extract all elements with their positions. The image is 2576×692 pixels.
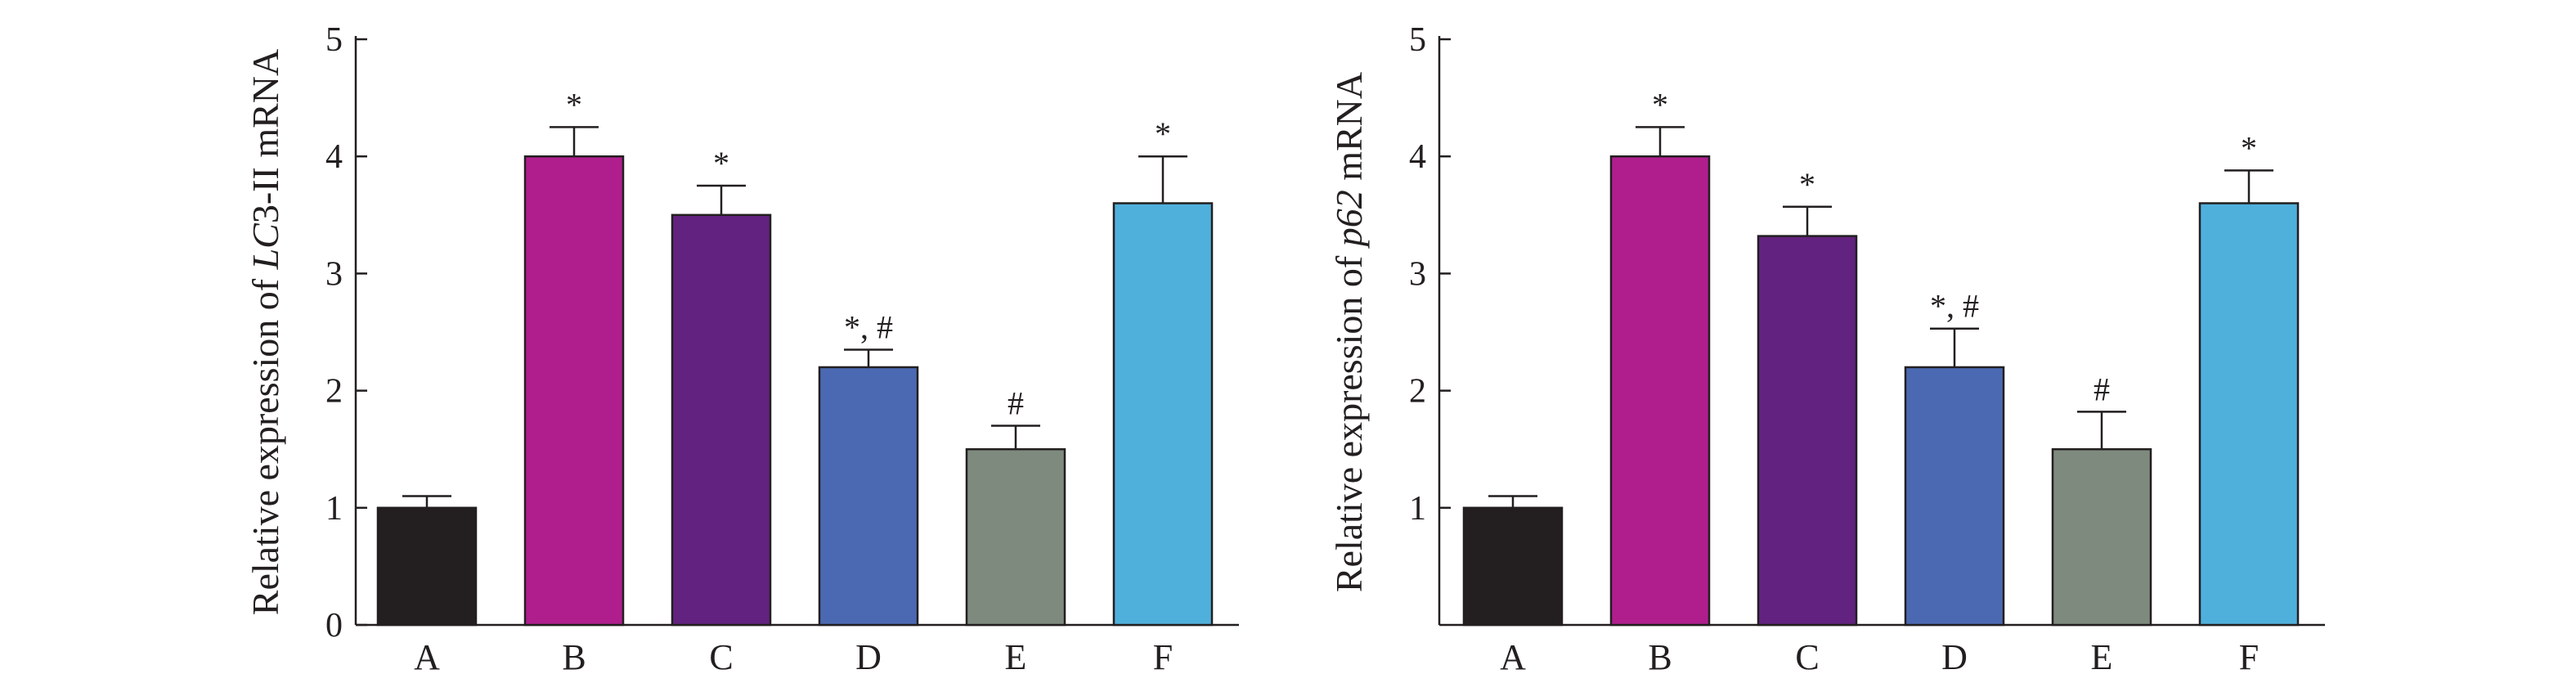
y-tick-label: 3: [325, 255, 343, 293]
y-axis-label: Relative expression of p62 mRNA: [1328, 72, 1370, 592]
y-tick-label: 2: [1409, 373, 1426, 411]
bar-lc3-c: [671, 213, 772, 627]
y-tick-label: 5: [325, 21, 343, 59]
bar-lc3-b: [523, 155, 625, 627]
significance-marker: *, #: [1930, 288, 1979, 325]
panel-p62: 1 2 3 4 5 Relative expression of p62 mRNA A * B *…: [1328, 21, 2325, 677]
bar-p62-a: [1462, 506, 1564, 627]
bar-lc3-f: [1112, 202, 1214, 627]
y-tick-label: 4: [325, 138, 343, 176]
bar-p62-d: [1904, 366, 2005, 627]
significance-marker: *: [1155, 115, 1171, 152]
y-tick-label: 1: [325, 490, 343, 528]
bar-lc3-a: [376, 506, 478, 627]
bar-p62-c: [1757, 235, 1858, 627]
significance-marker: *: [1652, 86, 1668, 123]
significance-marker: *: [2241, 129, 2257, 166]
x-tick-label: B: [562, 637, 586, 677]
significance-marker: *: [1799, 166, 1815, 203]
bar-lc3-d: [818, 366, 919, 627]
y-tick-label: 5: [1409, 21, 1426, 59]
y-tick-label: 0: [325, 607, 343, 645]
y-tick-label: 2: [325, 373, 343, 411]
x-tick-label: F: [2239, 637, 2259, 677]
x-tick-label: E: [1005, 637, 1027, 677]
y-axis-label: Relative expression of LC3-II mRNA: [245, 49, 286, 615]
significance-marker: #: [1008, 385, 1024, 422]
x-tick-label: D: [855, 637, 882, 677]
x-tick-label: C: [1795, 637, 1819, 677]
y-tick-label: 4: [1409, 138, 1426, 176]
significance-marker: *, #: [844, 308, 893, 345]
y-tick-label: 3: [1409, 255, 1426, 293]
x-tick-label: A: [414, 637, 440, 677]
significance-marker: *: [566, 86, 582, 123]
significance-marker: #: [2094, 371, 2110, 407]
bar-p62-f: [2198, 202, 2300, 627]
y-tick-label: 1: [1409, 490, 1426, 528]
x-tick-label: B: [1648, 637, 1672, 677]
significance-marker: *: [713, 145, 729, 182]
x-tick-label: A: [1500, 637, 1526, 677]
x-tick-label: E: [2091, 637, 2113, 677]
bar-p62-b: [1609, 155, 1711, 627]
x-tick-label: D: [1941, 637, 1968, 677]
bar-lc3-e: [965, 447, 1066, 627]
bar-p62-e: [2051, 447, 2152, 627]
panel-lc3: 0 1 2 3 4 5 Relative expression of LC3-II mRNA…: [245, 21, 1239, 677]
x-tick-label: F: [1153, 637, 1173, 677]
x-tick-label: C: [709, 637, 733, 677]
